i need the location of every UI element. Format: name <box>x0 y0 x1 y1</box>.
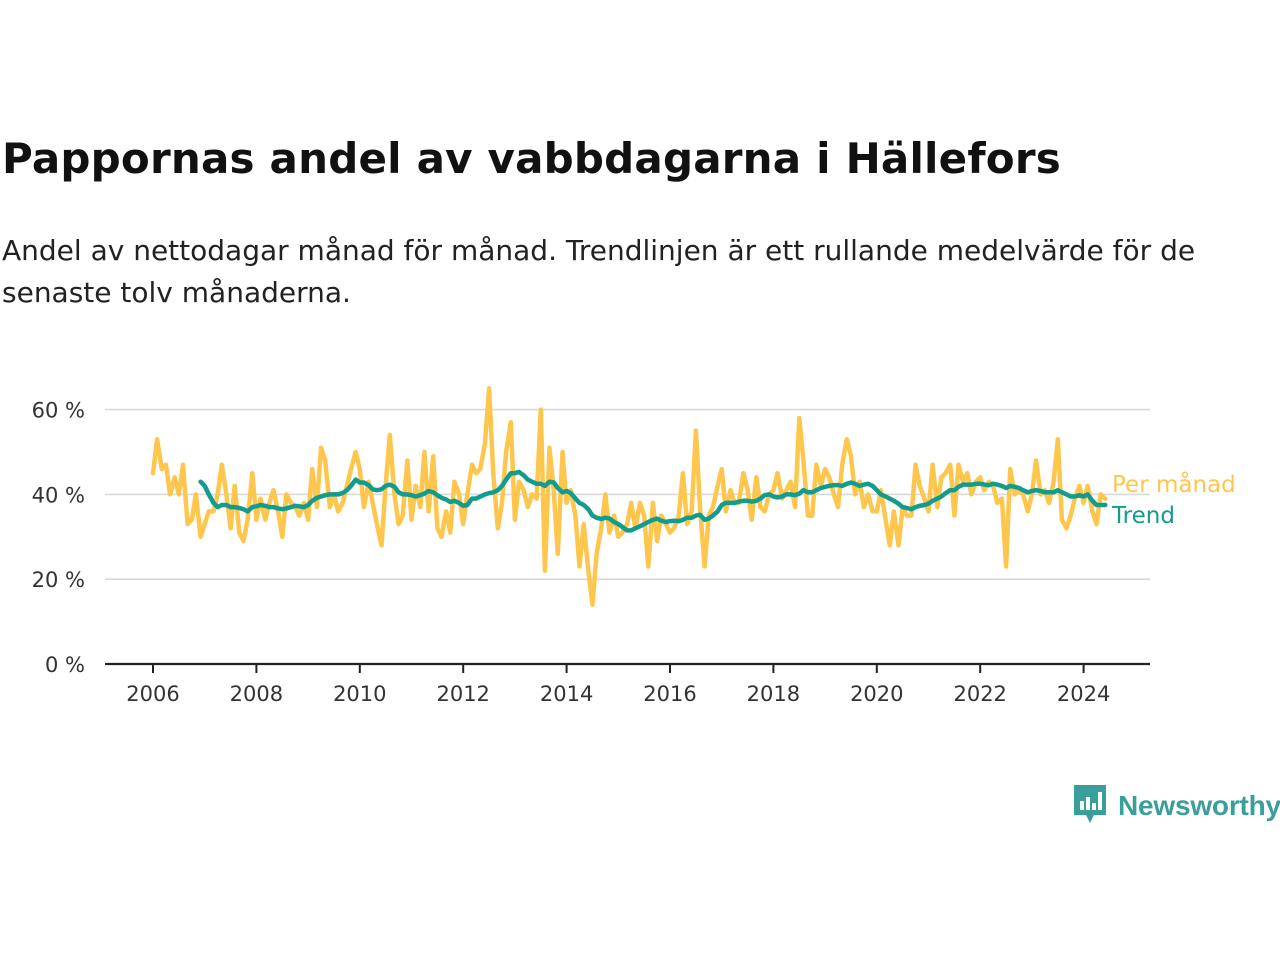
y-tick-label: 20 % <box>32 568 85 592</box>
x-tick-label: 2020 <box>850 682 903 706</box>
newsworthy-logo: Newsworthy <box>1072 784 1280 828</box>
series-lines <box>150 386 1108 607</box>
newsworthy-logo-icon <box>1072 783 1108 829</box>
y-tick-label: 0 % <box>45 653 85 677</box>
series-line-trend <box>198 469 1108 533</box>
series-line-per-manad <box>150 386 1108 607</box>
newsworthy-wordmark: Newsworthy <box>1118 790 1280 821</box>
y-tick-label: 40 % <box>32 483 85 507</box>
x-axis: 2006 2008 2010 2012 2014 2016 2018 2020 2022 2024 <box>105 662 1150 706</box>
chart-title: Pappornas andel av vabbdagarna i Hällefo… <box>2 134 1061 183</box>
chart-subtitle: Andel av nettodagar månad för månad. Tre… <box>2 234 1196 309</box>
x-tick-label: 2008 <box>230 682 283 706</box>
y-tick-label: 60 % <box>32 399 85 423</box>
x-tick-label: 2014 <box>540 682 593 706</box>
series-label-trend: Trend <box>1111 503 1175 529</box>
x-tick-label: 2006 <box>126 682 179 706</box>
x-tick-label: 2018 <box>747 682 800 706</box>
x-tick-label: 2012 <box>436 682 489 706</box>
x-tick-label: 2010 <box>333 682 386 706</box>
x-tick-label: 2016 <box>643 682 696 706</box>
x-tick-label: 2024 <box>1057 682 1110 706</box>
y-axis-tick-labels: 0 % 20 % 40 % 60 % <box>32 399 85 677</box>
series-label-per-manad: Per månad <box>1112 470 1236 498</box>
x-tick-label: 2022 <box>953 682 1006 706</box>
gridlines <box>105 408 1150 581</box>
series-labels: Per månad Trend <box>1111 470 1236 529</box>
